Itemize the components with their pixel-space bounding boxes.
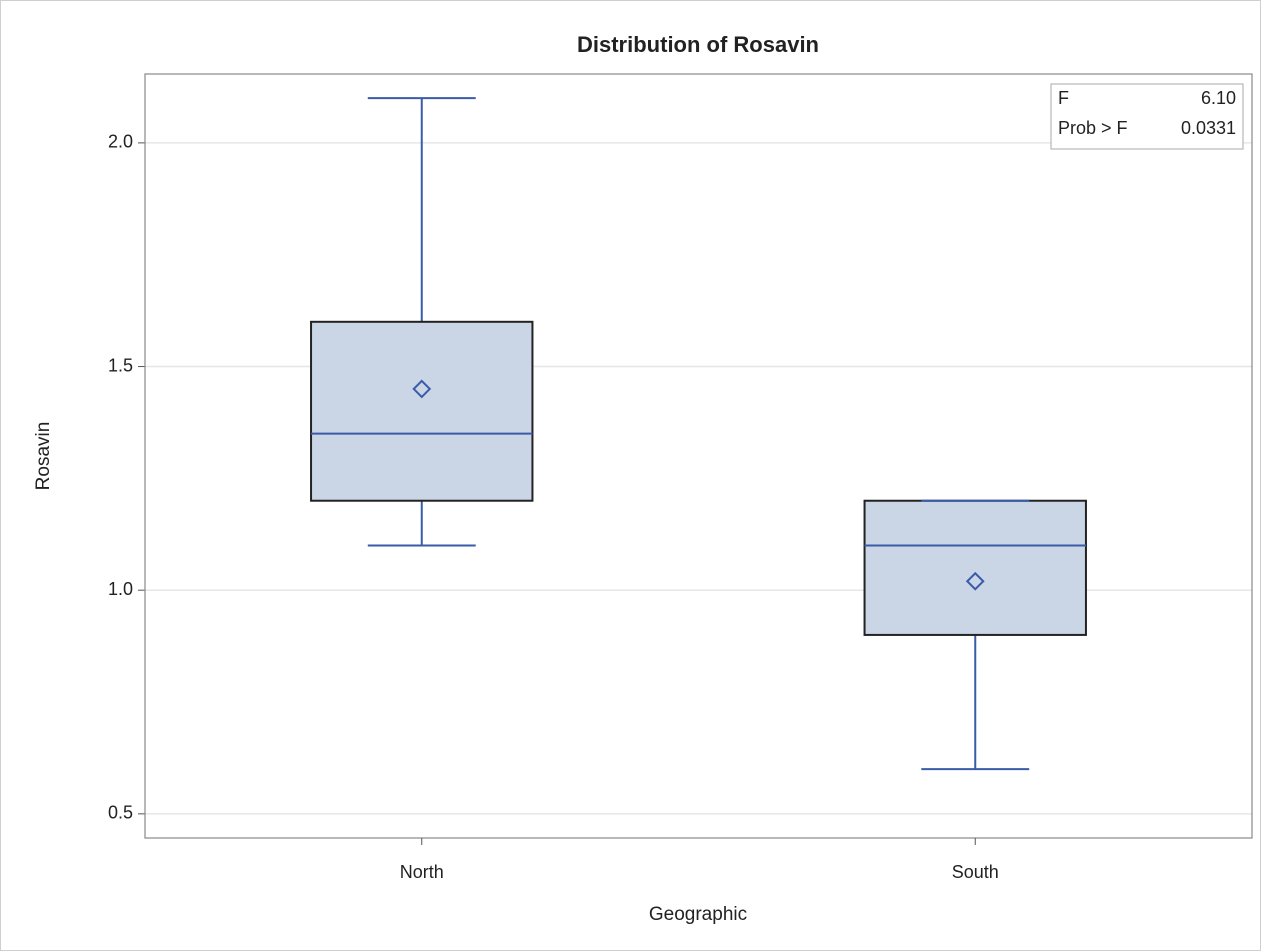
plot-area (144, 73, 1253, 839)
inset-value: 6.10 (1201, 88, 1236, 108)
y-tick-label: 1.5 (108, 355, 133, 375)
box (310, 320, 534, 502)
y-axis-label: Rosavin (33, 422, 54, 491)
inset-box (1050, 83, 1244, 150)
x-axis-label: Geographic (649, 904, 747, 925)
y-tick-label: 2.0 (108, 132, 133, 152)
inset-label: F (1058, 88, 1069, 108)
y-tick-label: 0.5 (108, 803, 133, 823)
mean-marker (412, 379, 432, 399)
y-tick-label: 1.0 (108, 579, 133, 599)
inset-value: 0.0331 (1181, 118, 1236, 138)
inset-label: Prob > F (1058, 118, 1128, 138)
chart-title: Distribution of Rosavin (577, 32, 819, 57)
box (863, 499, 1087, 636)
x-tick-label: South (952, 862, 999, 882)
x-tick-label: North (400, 862, 444, 882)
mean-marker (965, 571, 985, 591)
